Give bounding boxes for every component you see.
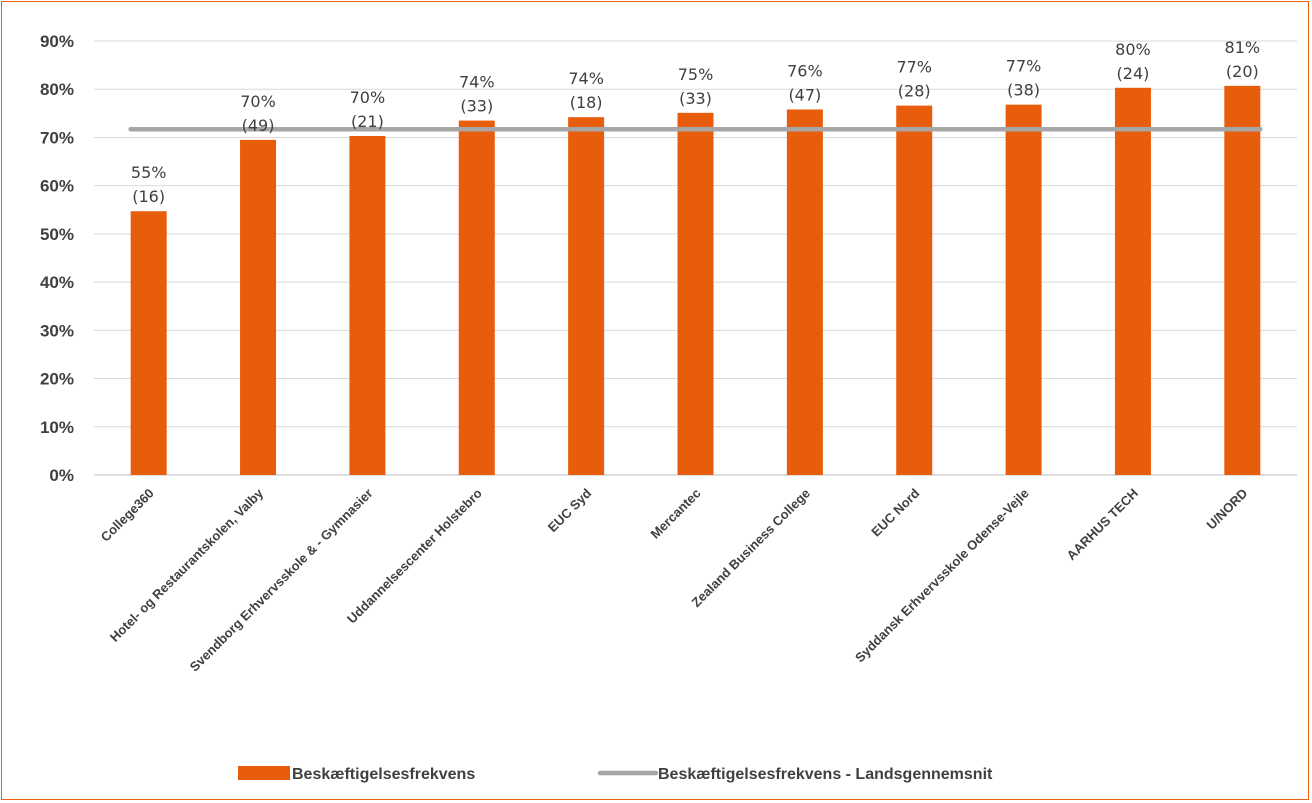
legend-label-line: Beskæftigelsesfrekvens - Landsgennemsnit <box>658 766 993 783</box>
y-tick-label: 80% <box>40 80 74 99</box>
data-label-percent: 55% <box>131 163 167 182</box>
x-tick-label: EUC Nord <box>868 485 922 539</box>
x-tick-label: College360 <box>98 486 157 545</box>
y-tick-label: 60% <box>40 177 74 196</box>
bar <box>1114 87 1151 475</box>
y-tick-label: 40% <box>40 273 74 292</box>
x-tick-label: Mercantec <box>648 486 704 542</box>
data-label-percent: 74% <box>568 69 604 88</box>
data-label-percent: 77% <box>896 58 932 77</box>
x-tick-label: AARHUS TECH <box>1064 486 1142 564</box>
data-label-percent: 76% <box>787 61 823 80</box>
x-tick-label: Svendborg Erhvervsskole & - Gymnasier <box>187 486 376 675</box>
data-label-count: (21) <box>351 112 384 131</box>
y-tick-label: 0% <box>49 466 74 485</box>
bar <box>1224 85 1261 475</box>
data-label-percent: 70% <box>240 92 276 111</box>
bar <box>786 109 823 475</box>
data-label-percent: 74% <box>459 73 495 92</box>
data-label-percent: 81% <box>1225 38 1261 57</box>
bar <box>896 105 933 476</box>
bar <box>568 117 605 476</box>
bar <box>677 112 714 476</box>
bar <box>130 211 167 476</box>
data-label-percent: 80% <box>1115 40 1151 59</box>
x-tick-label: EUC Syd <box>545 485 594 534</box>
y-tick-label: 30% <box>40 321 74 340</box>
data-label-percent: 70% <box>350 88 386 107</box>
data-label-count: (20) <box>1226 62 1259 81</box>
x-tick-label: Syddansk Erhvervsskole Odense-Vejle <box>852 486 1032 666</box>
bar <box>458 120 495 476</box>
data-label-count: (28) <box>898 82 931 101</box>
y-tick-label: 50% <box>40 225 74 244</box>
data-label-count: (38) <box>1007 81 1040 100</box>
data-label-count: (33) <box>460 97 493 116</box>
bar <box>349 135 386 475</box>
y-tick-label: 10% <box>40 418 74 437</box>
bar <box>1005 104 1042 476</box>
data-label-count: (16) <box>132 187 165 206</box>
legend-label-bar: Beskæftigelsesfrekvens <box>292 766 475 783</box>
y-tick-label: 20% <box>40 370 74 389</box>
data-label-count: (18) <box>570 93 603 112</box>
x-tick-label: Uddannelsescenter Holstebro <box>344 485 485 626</box>
x-tick-label: Zealand Business College <box>688 486 813 611</box>
y-tick-label: 90% <box>40 32 74 51</box>
bar <box>240 139 277 475</box>
legend-swatch-bar <box>238 766 290 780</box>
data-label-count: (47) <box>788 85 821 104</box>
data-label-count: (49) <box>242 116 275 135</box>
data-label-count: (24) <box>1117 64 1150 83</box>
y-tick-label: 70% <box>40 128 74 147</box>
data-label-percent: 75% <box>678 65 714 84</box>
data-label-count: (33) <box>679 89 712 108</box>
x-tick-label: U/NORD <box>1204 486 1251 533</box>
data-label-percent: 77% <box>1006 57 1042 76</box>
